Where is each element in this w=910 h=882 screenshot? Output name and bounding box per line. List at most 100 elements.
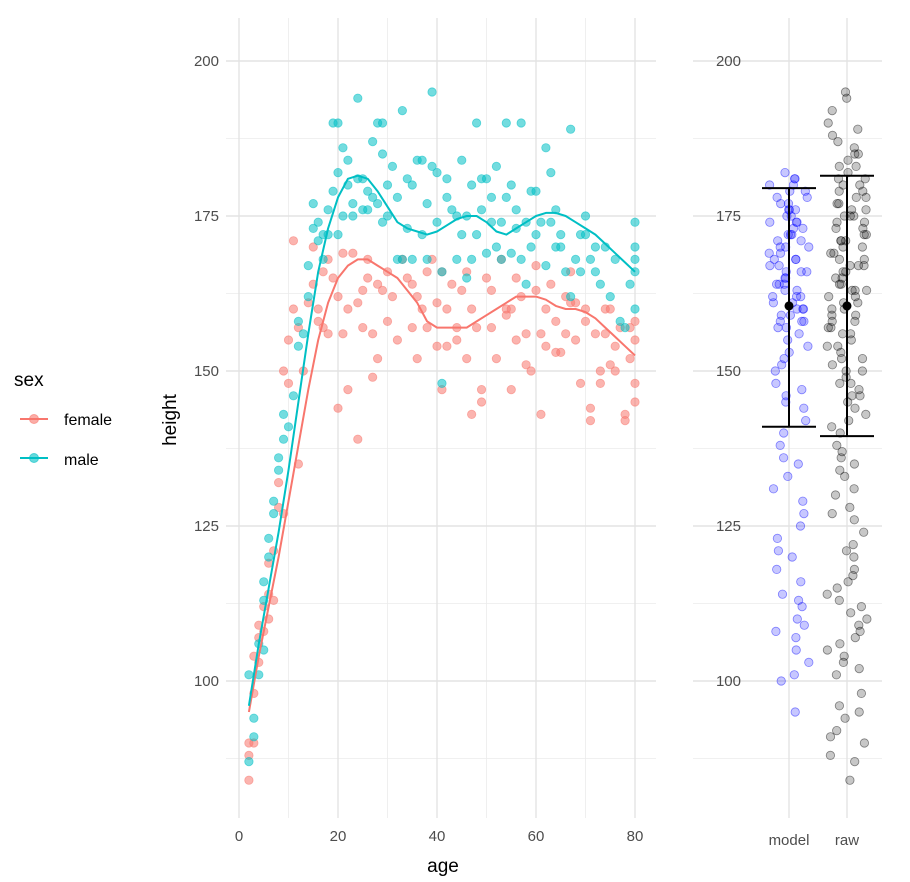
point-male — [244, 756, 254, 767]
smooth-line-male — [247, 174, 636, 706]
y-tick-label: 150 — [194, 363, 219, 380]
point-model — [785, 310, 796, 320]
point-female — [605, 304, 615, 314]
legend-key-female-point — [29, 414, 39, 424]
point-female — [481, 273, 492, 283]
point-raw — [835, 378, 845, 388]
main-points — [244, 87, 640, 785]
point-male — [402, 174, 412, 184]
point-raw — [833, 341, 843, 351]
point-male — [313, 217, 323, 227]
point-raw — [841, 236, 851, 246]
point-male — [278, 409, 289, 419]
summary-x-tick-labels: model raw — [769, 832, 860, 849]
point-raw — [861, 409, 871, 419]
point-raw — [833, 174, 844, 184]
point-model — [794, 329, 804, 339]
point-male — [377, 149, 388, 159]
point-female — [442, 304, 452, 314]
legend-label-female: female — [64, 412, 112, 429]
point-raw — [859, 527, 869, 537]
point-raw — [834, 186, 844, 196]
point-raw — [845, 502, 855, 512]
point-male — [566, 124, 576, 134]
point-raw — [836, 453, 846, 463]
point-raw — [861, 230, 871, 240]
point-male — [615, 316, 625, 326]
point-raw — [859, 260, 869, 271]
point-model — [775, 440, 785, 450]
main-x-tick-labels: 0 20 40 60 80 — [235, 828, 644, 845]
point-raw — [850, 285, 860, 295]
point-male — [278, 434, 289, 444]
point-raw — [827, 106, 837, 116]
x-tick-label-raw: raw — [835, 832, 859, 849]
point-model — [765, 260, 775, 271]
point-male — [610, 254, 620, 264]
point-raw — [858, 186, 868, 196]
point-male — [397, 106, 407, 116]
point-model — [792, 614, 802, 624]
point-male — [595, 279, 605, 289]
point-model — [797, 384, 807, 395]
point-model — [797, 316, 807, 326]
point-female — [620, 415, 630, 426]
point-raw — [861, 192, 871, 202]
point-model — [783, 471, 793, 481]
point-raw — [840, 713, 850, 723]
legend-label-male: male — [64, 452, 99, 469]
point-female — [363, 273, 373, 283]
point-model — [780, 168, 790, 178]
point-female — [521, 360, 531, 370]
point-raw — [827, 304, 837, 314]
y-tick-label: 125 — [194, 518, 219, 535]
point-raw — [856, 601, 867, 612]
point-model — [787, 552, 797, 562]
point-model — [776, 676, 786, 686]
point-raw — [856, 688, 867, 699]
point-raw — [858, 223, 868, 233]
point-raw — [827, 316, 837, 326]
point-female — [372, 353, 383, 364]
point-female — [630, 316, 640, 326]
point-male — [353, 93, 363, 103]
point-model — [769, 254, 779, 264]
point-female — [561, 329, 571, 339]
point-male — [491, 242, 501, 252]
point-raw — [822, 645, 833, 655]
point-female — [585, 415, 596, 426]
x-axis-title: age — [427, 856, 459, 877]
point-male — [457, 230, 467, 240]
y-tick-label: 125 — [716, 518, 741, 535]
point-raw — [854, 707, 864, 717]
point-male — [392, 192, 402, 202]
point-male — [580, 211, 591, 221]
point-female — [318, 267, 328, 277]
point-raw — [829, 248, 839, 258]
point-male — [481, 248, 492, 258]
point-model — [779, 428, 789, 438]
point-raw — [843, 155, 853, 165]
point-raw — [851, 192, 861, 202]
point-raw — [826, 322, 836, 333]
point-male — [333, 168, 343, 178]
point-raw — [835, 639, 845, 649]
point-raw — [847, 391, 857, 401]
point-male — [338, 143, 348, 153]
point-female — [432, 298, 442, 308]
point-male — [387, 161, 398, 171]
point-model — [804, 242, 814, 252]
point-model — [771, 378, 781, 388]
x-tick-label: 80 — [627, 828, 644, 845]
point-raw — [857, 366, 868, 376]
point-raw — [849, 515, 859, 525]
point-female — [570, 335, 581, 345]
summary-grid — [693, 18, 882, 818]
point-female — [526, 366, 536, 376]
point-male — [348, 211, 358, 221]
point-male — [467, 254, 477, 264]
point-raw — [825, 750, 836, 761]
point-male — [442, 192, 452, 202]
point-model — [792, 217, 802, 227]
